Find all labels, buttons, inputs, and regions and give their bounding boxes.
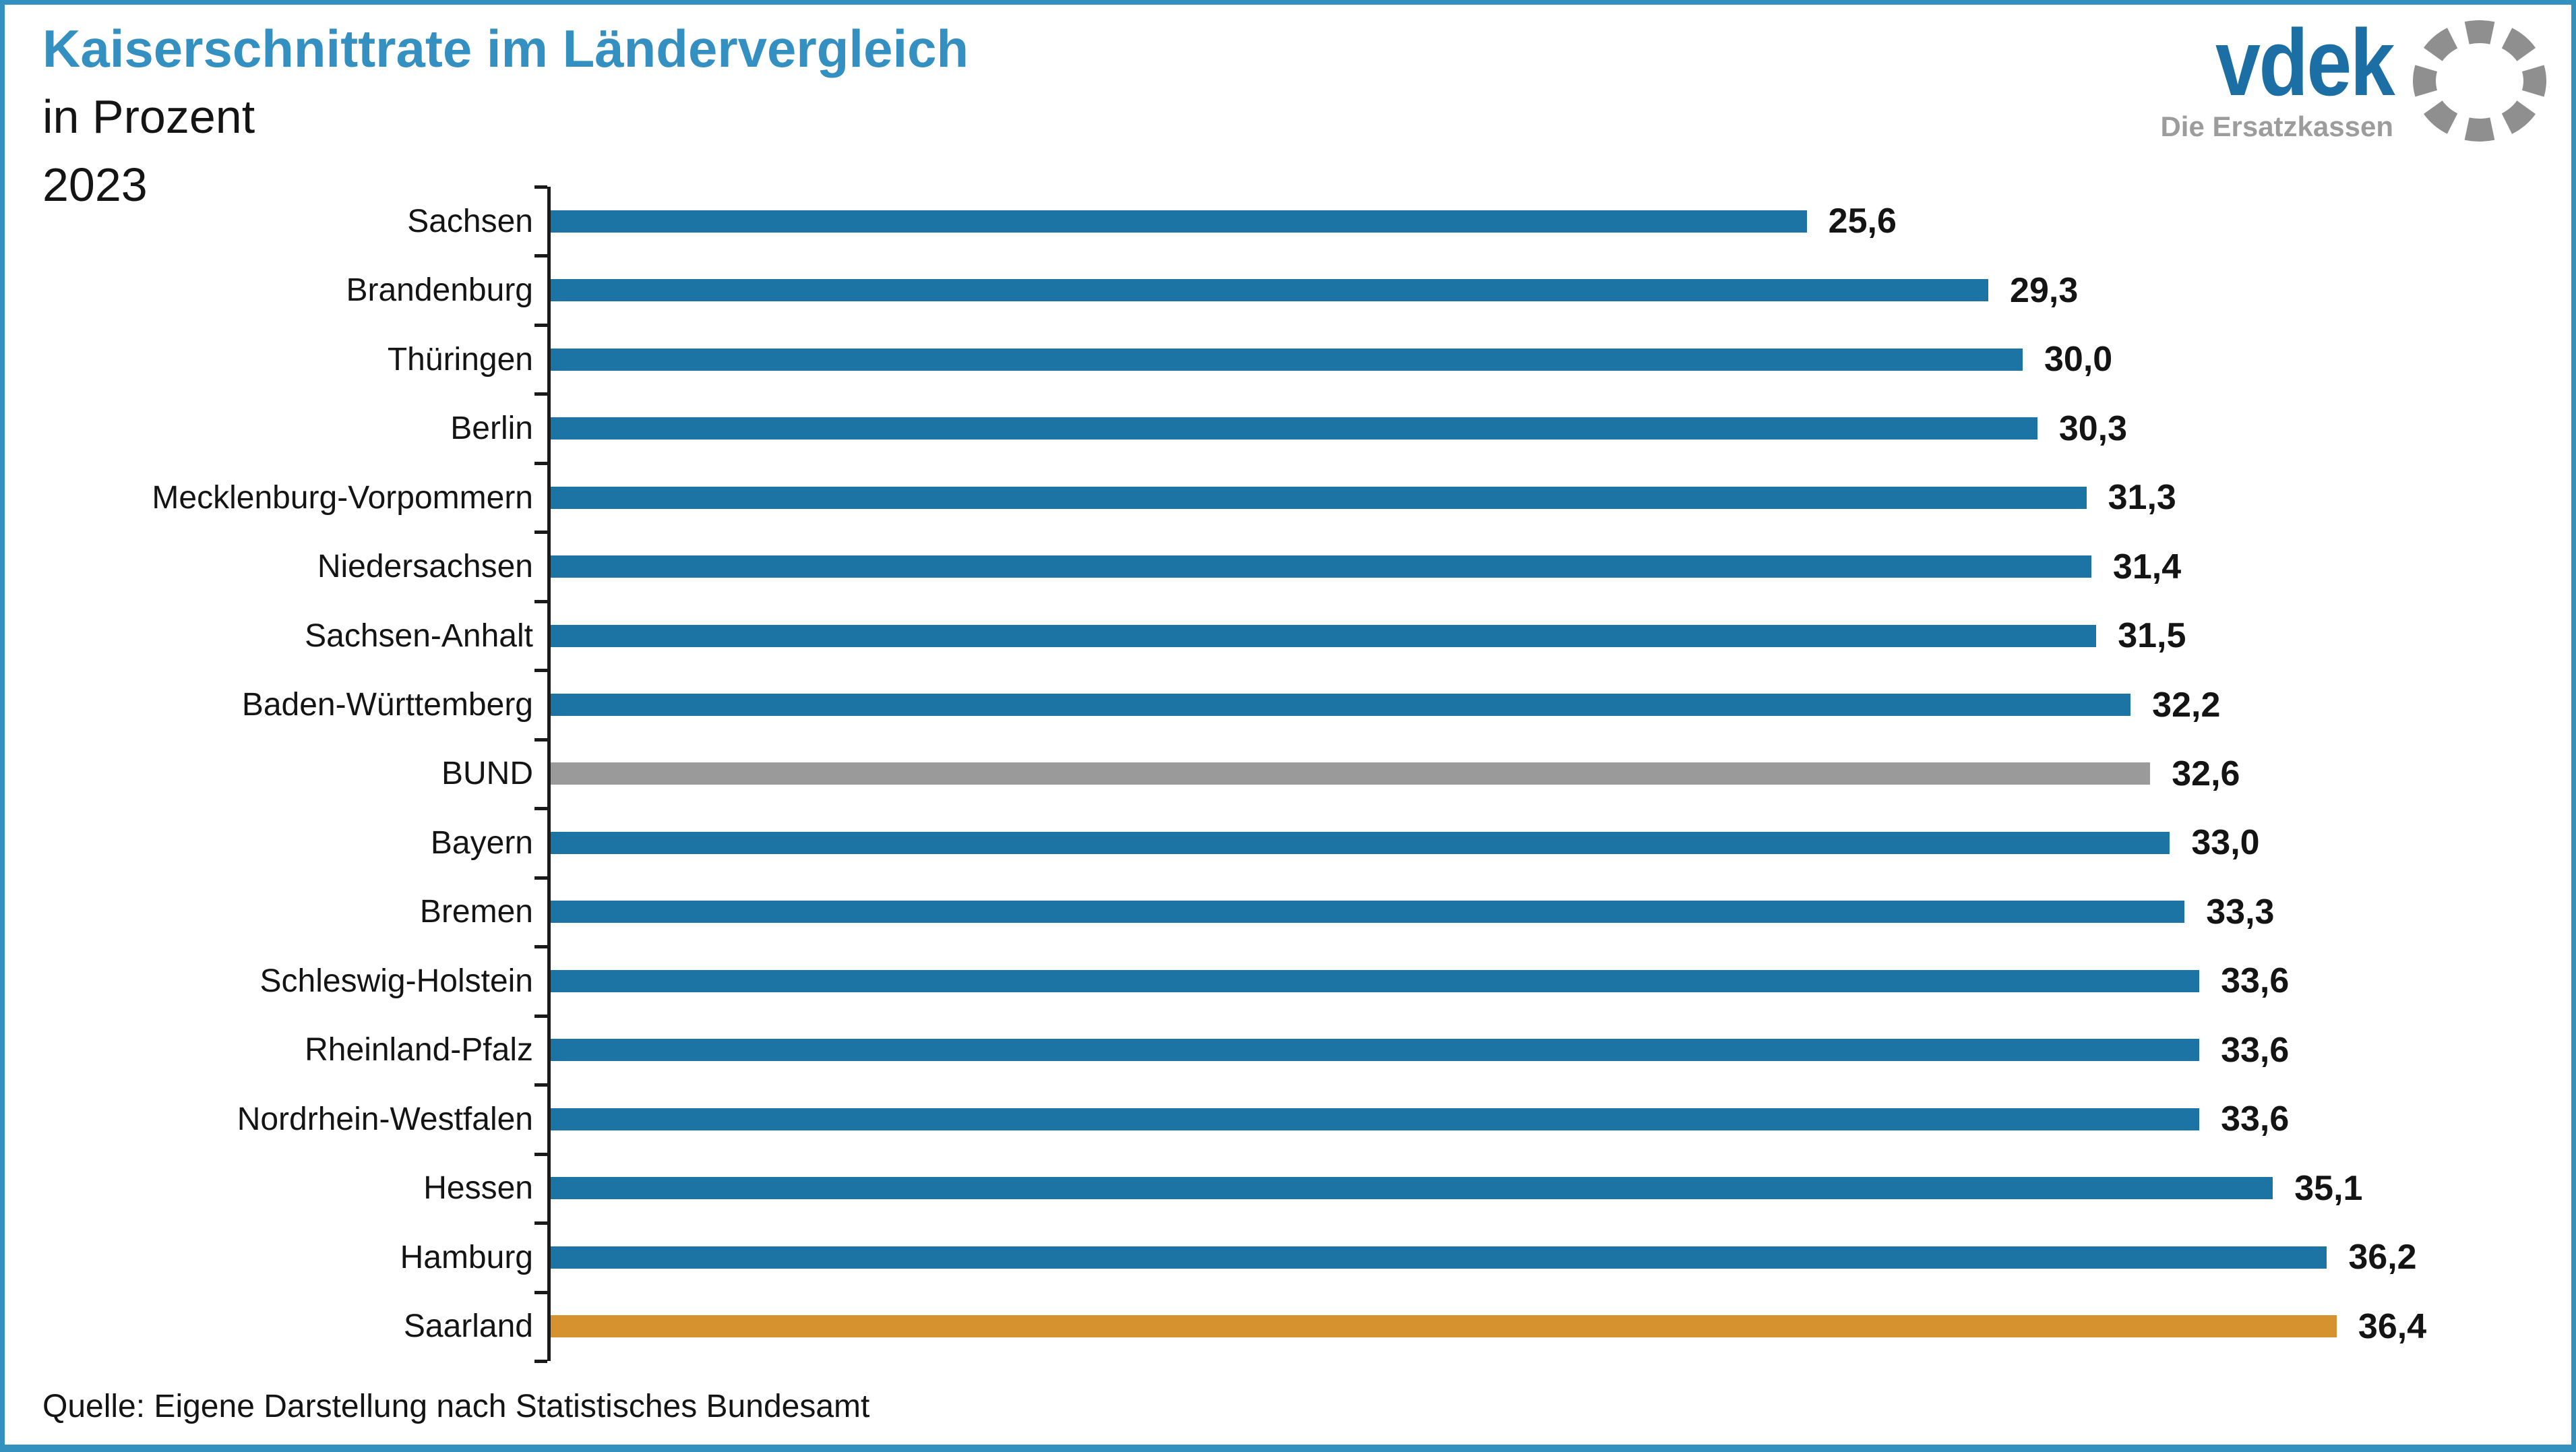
- bar-state: [551, 210, 1807, 233]
- chart-year: 2023: [42, 158, 148, 211]
- category-label: Thüringen: [387, 341, 533, 377]
- chart-row: Rheinland-Pfalz 33,6: [305, 1014, 2513, 1085]
- category-label: Niedersachsen: [317, 549, 533, 585]
- bar-state: [551, 1246, 2327, 1269]
- page-title: Kaiserschnittrate im Ländervergleich: [42, 19, 969, 78]
- category-label: Sachsen-Anhalt: [305, 617, 533, 654]
- chart-row: Sachsen 25,6: [407, 185, 2513, 255]
- chart-row: Mecklenburg-Vorpommern 31,3: [152, 461, 2513, 532]
- bar-state: [551, 624, 2097, 647]
- value-label: 33,6: [2221, 1030, 2290, 1070]
- value-label: 25,6: [1828, 202, 1897, 241]
- category-label: Nordrhein-Westfalen: [237, 1101, 533, 1137]
- bar-state: [551, 969, 2200, 992]
- category-label: Rheinland-Pfalz: [305, 1032, 533, 1068]
- value-label: 30,0: [2044, 340, 2113, 380]
- bar-state: [551, 348, 2023, 371]
- chart-row: Schleswig-Holstein 33,6: [260, 945, 2513, 1015]
- bar-state: [551, 1177, 2273, 1200]
- bar-chart: Sachsen 25,6 Brandenburg 29,3 Thüringen 30,0 B…: [152, 185, 2513, 1363]
- source-note: Quelle: Eigene Darstellung nach Statisti…: [42, 1389, 870, 1424]
- category-label: Bayern: [430, 824, 533, 861]
- category-label: Mecklenburg-Vorpommern: [152, 479, 533, 516]
- bar-state: [551, 1108, 2200, 1130]
- value-label: 33,6: [2221, 961, 2290, 1001]
- category-label: Berlin: [450, 411, 533, 447]
- chart-header: Kaiserschnittrate im Ländervergleich in …: [42, 14, 969, 219]
- bar-state: [551, 1039, 2200, 1062]
- chart-row: Nordrhein-Westfalen 33,6: [237, 1083, 2513, 1153]
- chart-row: Thüringen 30,0: [388, 323, 2513, 394]
- chart-subtitle: in Prozent: [42, 90, 255, 143]
- vdek-wordmark: vdek: [2215, 9, 2395, 115]
- bar-bund: [551, 762, 2151, 785]
- category-label: Bremen: [419, 894, 533, 930]
- chart-row: Baden-Württemberg 32,2: [242, 669, 2513, 739]
- chart-row: Berlin 30,3: [450, 392, 2513, 462]
- chart-row: Niedersachsen 31,4: [317, 531, 2513, 601]
- value-label: 32,2: [2152, 685, 2221, 725]
- category-label: Schleswig-Holstein: [259, 963, 534, 999]
- chart-row: Sachsen-Anhalt 31,5: [305, 599, 2513, 670]
- value-label: 31,3: [2108, 478, 2176, 518]
- chart-row: BUND 32,6: [441, 737, 2513, 808]
- bar-state: [551, 831, 2170, 854]
- chart-row: Brandenburg 29,3: [346, 254, 2513, 324]
- category-label: Sachsen: [407, 203, 533, 239]
- bar-state: [551, 901, 2185, 924]
- value-label: 31,5: [2118, 616, 2186, 656]
- value-label: 33,0: [2191, 823, 2260, 863]
- vdek-tagline: Die Ersatzkassen: [2160, 111, 2393, 142]
- bar-state: [551, 279, 1989, 302]
- value-label: 33,3: [2206, 892, 2275, 932]
- category-label: Baden-Württemberg: [241, 687, 533, 723]
- bar-state: [551, 486, 2087, 509]
- chart-row: Saarland 36,4: [404, 1290, 2513, 1361]
- bar-saarland-highlight: [551, 1315, 2337, 1338]
- value-label: 36,4: [2358, 1306, 2427, 1346]
- chart-row: Bayern 33,0: [431, 807, 2513, 877]
- category-label: BUND: [441, 756, 533, 792]
- bar-state: [551, 417, 2037, 440]
- category-axis: [547, 187, 551, 1361]
- value-label: 33,6: [2221, 1099, 2290, 1139]
- category-label: Saarland: [403, 1308, 533, 1345]
- chart-row: Hamburg 36,2: [400, 1221, 2513, 1292]
- vdek-logo-text: vdek Die Ersatzkassen: [2160, 9, 2395, 143]
- bar-state: [551, 555, 2091, 578]
- value-label: 35,1: [2294, 1168, 2363, 1208]
- bar-state: [551, 694, 2131, 717]
- category-label: Hessen: [423, 1170, 533, 1207]
- category-label: Brandenburg: [346, 272, 533, 309]
- vdek-ring-icon: [2413, 20, 2546, 142]
- value-label: 36,2: [2348, 1238, 2417, 1277]
- chart-row: Bremen 33,3: [420, 876, 2513, 946]
- value-label: 31,4: [2112, 547, 2182, 586]
- category-label: Hamburg: [400, 1239, 533, 1275]
- value-label: 29,3: [2010, 270, 2079, 310]
- value-label: 30,3: [2058, 409, 2128, 448]
- chart-row: Hessen 35,1: [423, 1152, 2513, 1223]
- value-label: 32,6: [2172, 754, 2240, 793]
- vdek-logo: vdek Die Ersatzkassen: [2160, 9, 2547, 144]
